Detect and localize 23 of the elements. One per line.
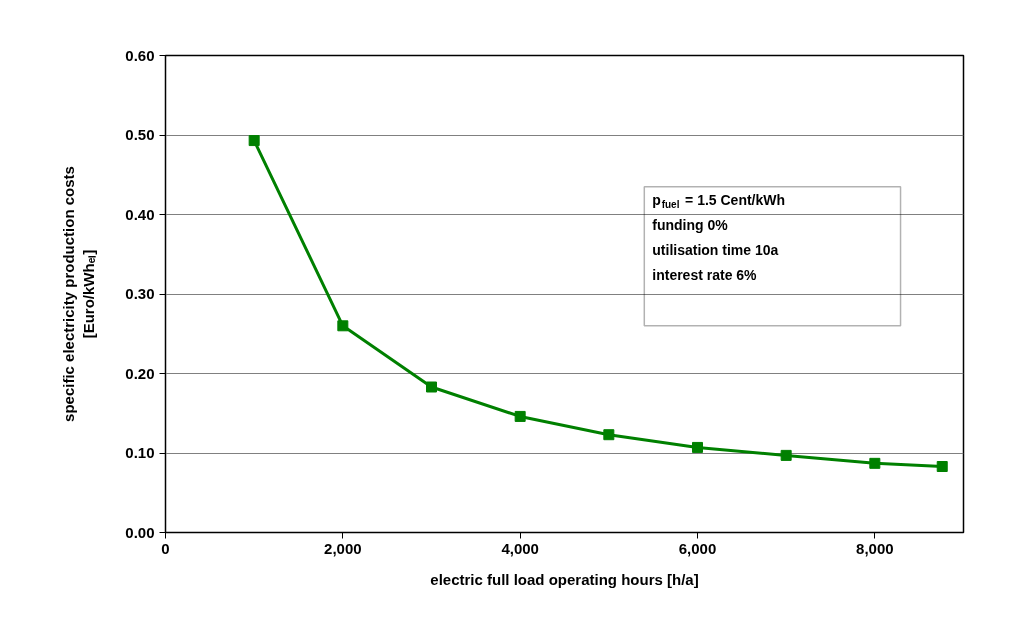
x-axis-title: electric full load operating hours [h/a] [430, 570, 699, 588]
point [337, 320, 349, 332]
y-tick-label: 0.40 [125, 205, 155, 223]
point [780, 449, 792, 461]
y-tick-label: 0.00 [125, 523, 155, 541]
x-tick-label: 2,000 [324, 539, 362, 557]
point [248, 135, 260, 147]
point [936, 461, 948, 473]
point [869, 457, 881, 469]
y-tick-label: 0.60 [125, 46, 155, 64]
x-tick-label: 6,000 [678, 539, 717, 557]
x-tick-label: 4,000 [501, 539, 539, 557]
y-tick-label: 0.20 [125, 364, 155, 382]
y-tick-label: 0.30 [125, 285, 155, 302]
point [692, 441, 703, 453]
point [426, 381, 437, 393]
point [603, 429, 615, 441]
y-tick-label: 0.10 [125, 444, 155, 461]
x-tick-label: 8,000 [856, 539, 894, 557]
point [514, 410, 526, 422]
x-tick-label: 0 [161, 539, 170, 557]
y-tick-label: 0.50 [125, 126, 155, 143]
y-axis-title: specific electricity production costs [Euro/kWhₑₗ] [59, 166, 98, 422]
